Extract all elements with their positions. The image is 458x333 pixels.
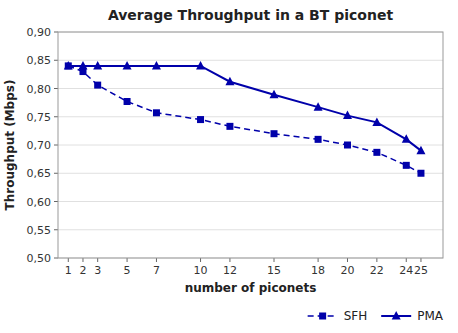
x-tick bbox=[127, 258, 128, 262]
x-tick-label: 20 bbox=[340, 264, 354, 277]
x-tick-label: 15 bbox=[267, 264, 281, 277]
series bbox=[64, 61, 426, 154]
legend-label: PMA bbox=[417, 309, 444, 323]
y-axis: 0,50 0,55 0,60 0,65 0,70 0,75 0,80 0,85 0,90 bbox=[27, 26, 444, 265]
y-tick-label: 0,50 bbox=[27, 252, 52, 265]
point bbox=[64, 61, 73, 70]
y-tick bbox=[54, 201, 58, 202]
x-tick bbox=[97, 258, 98, 262]
legend-item: PMA bbox=[381, 309, 444, 323]
y-tick-label: 0,90 bbox=[27, 26, 52, 39]
grid-line bbox=[58, 201, 443, 202]
y-tick-label: 0,75 bbox=[27, 111, 52, 124]
y-tick bbox=[54, 258, 58, 259]
y-tick bbox=[54, 116, 58, 117]
x-tick bbox=[82, 258, 83, 262]
point bbox=[226, 123, 233, 130]
x-tick-label: 18 bbox=[311, 264, 325, 277]
x-tick-label: 5 bbox=[124, 264, 131, 277]
legend-item: SFH bbox=[308, 309, 368, 323]
grid-line bbox=[58, 60, 443, 61]
x-tick bbox=[420, 258, 421, 262]
y-tick-label: 0,85 bbox=[27, 54, 52, 67]
point bbox=[123, 61, 132, 70]
point bbox=[343, 111, 352, 120]
x-tick bbox=[68, 258, 69, 262]
y-tick bbox=[54, 173, 58, 174]
plot-area bbox=[64, 61, 426, 177]
y-tick bbox=[54, 60, 58, 61]
y-tick-label: 0,80 bbox=[27, 83, 52, 96]
plot-frame bbox=[58, 32, 443, 258]
chart: Average Throughput in a BT piconet0,500,… bbox=[0, 0, 458, 333]
point bbox=[197, 116, 204, 123]
point bbox=[315, 136, 322, 143]
y-axis-label: Throughput (Mbps) bbox=[3, 80, 17, 211]
series-line bbox=[68, 66, 421, 151]
legend-marker bbox=[392, 311, 401, 320]
x-tick bbox=[156, 258, 157, 262]
point bbox=[403, 162, 410, 169]
point bbox=[270, 90, 279, 99]
x-tick-label: 3 bbox=[94, 264, 101, 277]
x-tick bbox=[376, 258, 377, 262]
point bbox=[344, 142, 351, 149]
point bbox=[373, 149, 380, 156]
point bbox=[372, 117, 381, 126]
legend: SFH PMA bbox=[308, 309, 444, 323]
legend-label: SFH bbox=[344, 309, 368, 323]
x-tick-label: 25 bbox=[414, 264, 428, 277]
point bbox=[416, 146, 425, 155]
series bbox=[65, 62, 425, 176]
y-tick-label: 0,70 bbox=[27, 139, 52, 152]
y-tick bbox=[54, 88, 58, 89]
x-tick bbox=[406, 258, 407, 262]
grid-line bbox=[58, 173, 443, 174]
point bbox=[152, 61, 161, 70]
point bbox=[94, 82, 101, 89]
point bbox=[124, 98, 131, 105]
point bbox=[93, 61, 102, 70]
x-tick bbox=[347, 258, 348, 262]
y-tick-label: 0,55 bbox=[27, 224, 52, 237]
point bbox=[78, 61, 87, 70]
x-tick-label: 1 bbox=[65, 264, 72, 277]
y-tick-label: 0,60 bbox=[27, 196, 52, 209]
point bbox=[417, 170, 424, 177]
x-tick-label: 12 bbox=[223, 264, 237, 277]
legend-marker bbox=[319, 313, 326, 320]
x-axis-label: number of piconets bbox=[185, 281, 317, 295]
grid-line bbox=[58, 229, 443, 230]
x-tick bbox=[200, 258, 201, 262]
title: Average Throughput in a BT piconet bbox=[108, 7, 394, 23]
x-tick bbox=[229, 258, 230, 262]
point bbox=[153, 109, 160, 116]
y-tick bbox=[54, 145, 58, 146]
x-tick-label: 7 bbox=[153, 264, 160, 277]
y-tick bbox=[54, 229, 58, 230]
point bbox=[314, 102, 323, 111]
grid-line bbox=[58, 145, 443, 146]
series-line bbox=[68, 66, 421, 173]
y-tick bbox=[54, 32, 58, 33]
x-tick-label: 10 bbox=[194, 264, 208, 277]
x-axis: 123571012151820222425 bbox=[65, 258, 428, 277]
x-tick-label: 22 bbox=[370, 264, 384, 277]
point bbox=[196, 61, 205, 70]
point bbox=[271, 130, 278, 137]
x-tick-label: 24 bbox=[399, 264, 413, 277]
grid-line bbox=[58, 116, 443, 117]
point bbox=[225, 77, 234, 86]
y-tick-label: 0,65 bbox=[27, 167, 52, 180]
point bbox=[402, 134, 411, 143]
x-tick-label: 2 bbox=[79, 264, 86, 277]
x-tick bbox=[318, 258, 319, 262]
x-tick bbox=[274, 258, 275, 262]
